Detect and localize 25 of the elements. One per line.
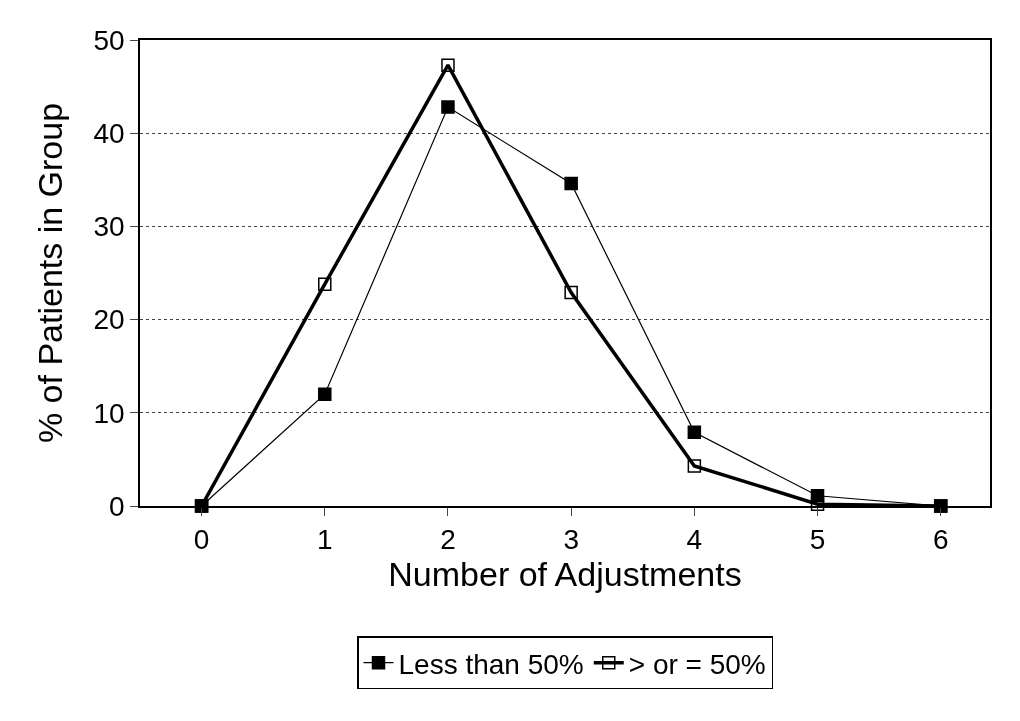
x-tick-label: 3	[563, 524, 579, 556]
x-tick-label: 2	[440, 524, 456, 556]
point	[564, 285, 578, 300]
point	[687, 425, 702, 440]
x-tick-label: 4	[686, 524, 703, 556]
x-tick-label: 5	[809, 524, 826, 556]
y-axis-title: % of Patients in Group	[30, 102, 69, 444]
y-tick-label: 30	[93, 211, 125, 243]
point	[318, 277, 332, 291]
legend-label: > or = 50%	[628, 648, 766, 680]
point	[687, 459, 702, 473]
y-tick-label: 10	[93, 397, 125, 429]
point	[441, 58, 455, 72]
point	[441, 100, 455, 114]
y-tick-label: 50	[93, 24, 125, 56]
x-tick-label: 1	[316, 524, 333, 556]
point	[564, 176, 578, 191]
point	[318, 387, 332, 401]
y-tick-label: 20	[93, 304, 125, 336]
legend-label: Less than 50%	[398, 648, 584, 680]
x-tick-label: 6	[932, 524, 949, 556]
x-tick-label: 0	[193, 524, 210, 556]
x-axis-title: Number of Adjustments	[388, 555, 742, 594]
y-tick-label: 0	[109, 490, 125, 522]
y-tick-label: 40	[93, 118, 125, 149]
